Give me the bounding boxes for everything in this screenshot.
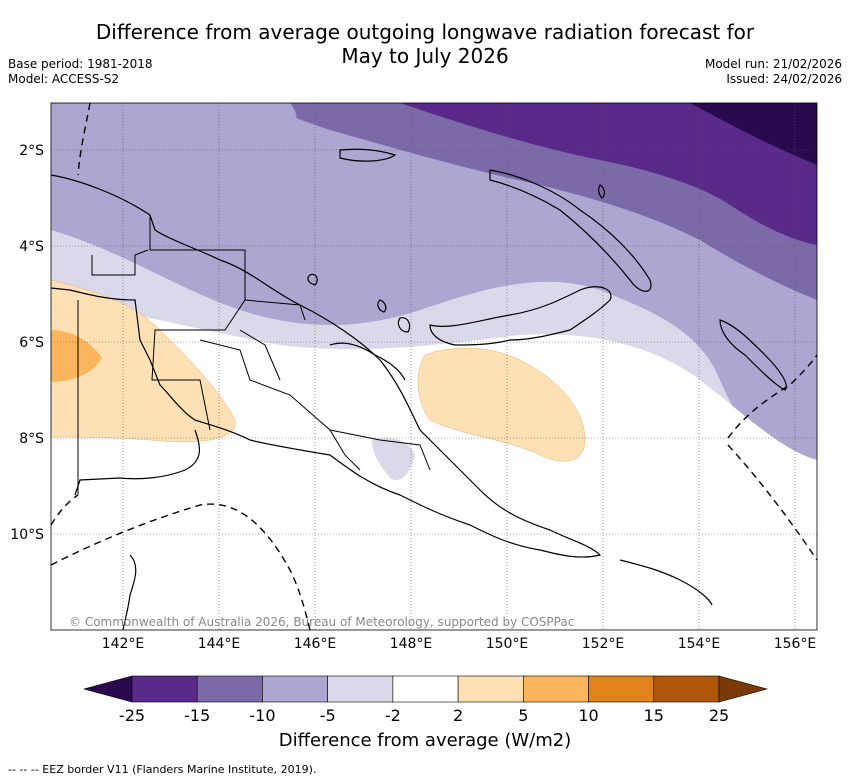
colorbar-box — [523, 675, 589, 703]
map-credit: © Commonwealth of Australia 2026, Bureau… — [69, 615, 574, 629]
colorbar-box — [327, 675, 394, 703]
colorbar-box — [196, 675, 263, 703]
shade-west-lobe — [51, 103, 297, 186]
model-name: Model: ACCESS-S2 — [8, 72, 120, 86]
colorbar-tick: 2 — [453, 706, 463, 725]
lat-label: 10°S — [10, 527, 44, 543]
chart-title-line1: Difference from average outgoing longwav… — [95, 20, 755, 44]
lon-labels: 142°E 144°E 146°E 148°E 150°E 152°E 154°… — [102, 636, 817, 652]
anomaly-field — [51, 103, 817, 630]
shade-plus5-to-plus10 — [51, 330, 102, 382]
colorbar-box — [653, 675, 720, 703]
colorbar: -25 -15 -10 -5 -2 2 5 10 15 25 — [82, 675, 769, 725]
shade-plus2-to-plus5-east — [417, 347, 586, 462]
eez-borders — [51, 103, 817, 630]
lat-labels: 2°S 4°S 6°S 8°S 10°S — [10, 143, 44, 543]
colorbar-box — [392, 675, 459, 703]
colorbar-arrow-low — [82, 675, 133, 703]
colorbar-tick: 15 — [644, 706, 664, 725]
colorbar-box — [588, 675, 655, 703]
shade-near-normal — [51, 300, 817, 630]
map-frame — [50, 102, 818, 631]
colorbar-tick: -25 — [119, 706, 145, 725]
colorbar-tick: 10 — [578, 706, 598, 725]
shade-minus25-to-minus15 — [400, 103, 817, 245]
colorbar-box — [262, 675, 328, 703]
shade-below-minus25 — [690, 103, 817, 165]
lat-label: 8°S — [19, 431, 44, 447]
coastlines — [51, 148, 787, 630]
colorbar-tick: 25 — [709, 706, 729, 725]
shade-small-patch — [372, 438, 415, 481]
lon-label: 146°E — [294, 636, 337, 652]
colorbar-tick: -2 — [385, 706, 401, 725]
lon-label: 144°E — [198, 636, 241, 652]
colorbar-tick: -10 — [249, 706, 275, 725]
lon-label: 148°E — [390, 636, 433, 652]
colorbar-box — [131, 675, 198, 703]
colorbar-tick: -15 — [184, 706, 210, 725]
lon-label: 152°E — [582, 636, 625, 652]
meta-right: Model run: 21/02/2026 Issued: 24/02/2026 — [705, 57, 842, 87]
lon-label: 156°E — [774, 636, 817, 652]
lat-label: 6°S — [19, 335, 44, 351]
lat-label: 2°S — [19, 143, 44, 159]
model-run: Model run: 21/02/2026 — [704, 57, 842, 71]
borders — [77, 215, 431, 495]
colorbar-tick: 5 — [518, 706, 528, 725]
issued-date: Issued: 24/02/2026 — [726, 72, 842, 86]
colorbar-tick: -5 — [320, 706, 336, 725]
colorbar-label: Difference from average (W/m2) — [278, 730, 572, 751]
lat-label: 4°S — [19, 239, 44, 255]
lon-label: 142°E — [102, 636, 145, 652]
colorbar-box — [457, 675, 524, 703]
lon-label: 150°E — [486, 636, 529, 652]
eez-note: -- -- -- EEZ border V11 (Flanders Marine… — [8, 763, 317, 776]
graticule — [51, 103, 817, 630]
base-period: Base period: 1981-2018 — [8, 57, 153, 71]
meta-left: Base period: 1981-2018 Model: ACCESS-S2 — [8, 57, 153, 87]
lon-label: 154°E — [678, 636, 721, 652]
chart-title-line2: May to July 2026 — [341, 44, 509, 68]
colorbar-arrow-high — [718, 675, 769, 703]
shade-plus2-to-plus5-west — [51, 279, 236, 443]
